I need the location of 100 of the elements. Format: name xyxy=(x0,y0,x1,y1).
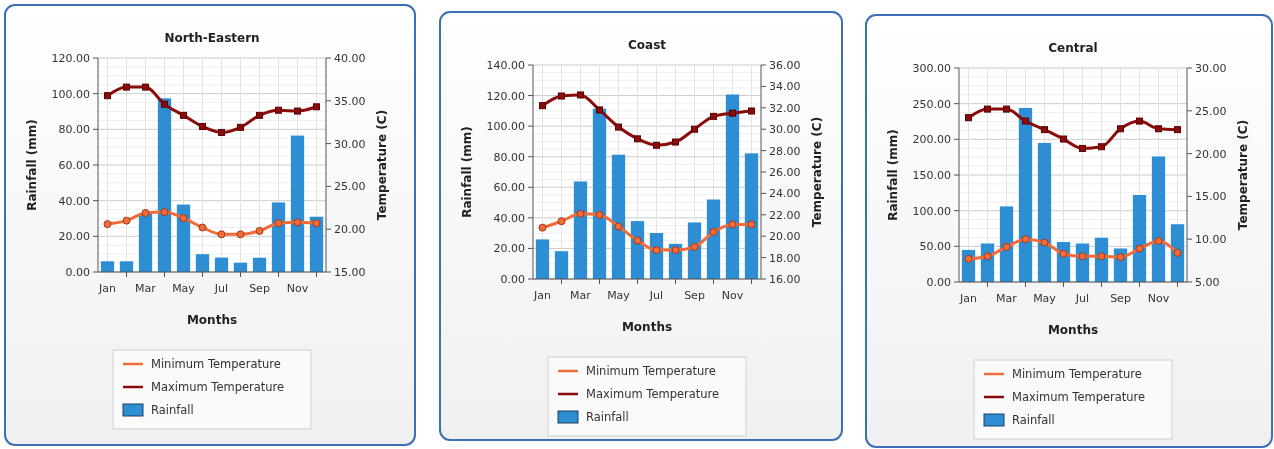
x-axis-title: Months xyxy=(186,313,238,327)
x-tick-label: May xyxy=(607,289,631,302)
y-tick-label: 0.00 xyxy=(65,266,90,279)
y-tick-label: 40.00 xyxy=(493,211,525,225)
y2-tick-label: 10.00 xyxy=(1195,233,1227,247)
y2-tick-label: 36.00 xyxy=(769,59,801,72)
y-tick-label: 250.00 xyxy=(912,97,951,111)
x-tick-label: Jan xyxy=(533,289,551,302)
point xyxy=(1021,235,1030,244)
x-tick-label: Nov xyxy=(286,282,309,295)
y2-tick-label: 24.00 xyxy=(769,187,801,201)
point xyxy=(256,111,263,119)
point xyxy=(558,92,565,100)
point xyxy=(1154,236,1163,245)
point xyxy=(965,114,972,122)
bar xyxy=(100,261,115,272)
y-tick-label: 150.00 xyxy=(912,169,951,182)
point xyxy=(179,214,188,223)
point xyxy=(1003,105,1010,113)
point xyxy=(1040,238,1049,247)
y-tick-label: 100.00 xyxy=(51,87,90,101)
x-tick-label: Nov xyxy=(721,289,744,302)
point xyxy=(538,223,547,232)
y-tick-label: 0.00 xyxy=(926,276,951,289)
x-tick-label: Jan xyxy=(98,282,116,295)
point xyxy=(123,83,130,91)
bar xyxy=(1170,224,1185,282)
point xyxy=(557,217,566,226)
y-tick-label: 80.00 xyxy=(493,150,525,164)
y2-axis-title: Temperature (C) xyxy=(375,109,389,221)
point xyxy=(710,112,717,120)
point xyxy=(983,252,992,261)
x-tick-label: Sep xyxy=(249,282,270,295)
bar xyxy=(1037,142,1052,282)
point xyxy=(312,219,321,228)
point xyxy=(313,103,320,111)
y2-tick-label: 5.00 xyxy=(1195,276,1220,289)
y2-tick-label: 20.00 xyxy=(334,223,366,237)
bar xyxy=(1018,107,1033,282)
legend-label: Rainfall xyxy=(1012,413,1055,427)
bar xyxy=(195,254,210,272)
chart-title: Central xyxy=(1048,41,1098,55)
point xyxy=(728,220,737,229)
legend-label: Minimum Temperature xyxy=(151,357,281,371)
point xyxy=(1155,125,1162,133)
legend-label: Maximum Temperature xyxy=(1012,390,1146,404)
point xyxy=(160,208,169,217)
bar xyxy=(138,213,153,272)
point xyxy=(217,230,226,239)
point xyxy=(1136,117,1143,125)
bar xyxy=(157,98,172,272)
point xyxy=(672,138,679,146)
point xyxy=(577,91,584,99)
point xyxy=(1116,253,1125,262)
y-tick-label: 100.00 xyxy=(912,204,951,218)
x-tick-label: Mar xyxy=(570,289,592,302)
point xyxy=(1098,143,1105,151)
point xyxy=(122,216,131,225)
y2-tick-label: 20.00 xyxy=(769,230,801,244)
point xyxy=(1078,252,1087,261)
legend-label: Rainfall xyxy=(586,410,629,424)
y2-axis-title: Temperature (C) xyxy=(810,116,824,228)
point xyxy=(293,218,302,227)
point xyxy=(180,111,187,119)
point xyxy=(596,106,603,114)
y2-tick-label: 35.00 xyxy=(334,94,366,108)
x-tick-label: Jan xyxy=(959,292,977,305)
point xyxy=(634,135,641,143)
point xyxy=(729,109,736,117)
point xyxy=(576,209,585,218)
point xyxy=(161,100,168,108)
point xyxy=(747,220,756,229)
y2-axis-title: Temperature (C) xyxy=(1236,119,1250,231)
point xyxy=(103,220,112,229)
y-tick-label: 100.00 xyxy=(486,120,525,134)
x-tick-label: Sep xyxy=(1110,292,1131,305)
y2-tick-label: 25.00 xyxy=(334,180,366,194)
x-tick-label: Jul xyxy=(213,282,229,295)
y2-tick-label: 26.00 xyxy=(769,166,801,179)
point xyxy=(275,106,282,114)
bar xyxy=(1151,156,1166,282)
point xyxy=(615,123,622,131)
y-tick-label: 40.00 xyxy=(58,194,90,208)
point xyxy=(1059,249,1068,258)
x-tick-label: Jul xyxy=(1074,292,1090,305)
y2-tick-label: 20.00 xyxy=(1195,147,1227,161)
point xyxy=(539,102,546,110)
y2-tick-label: 15.00 xyxy=(1195,190,1227,204)
point xyxy=(652,246,661,255)
y2-tick-label: 30.00 xyxy=(1195,62,1227,75)
point xyxy=(614,222,623,231)
y2-tick-label: 30.00 xyxy=(769,123,801,137)
point xyxy=(595,210,604,219)
point xyxy=(1002,242,1011,251)
bar xyxy=(999,206,1014,282)
point xyxy=(633,236,642,245)
y-tick-label: 120.00 xyxy=(486,89,525,103)
point xyxy=(1174,126,1181,134)
x-tick-label: May xyxy=(1033,292,1057,305)
y2-tick-label: 30.00 xyxy=(334,137,366,151)
